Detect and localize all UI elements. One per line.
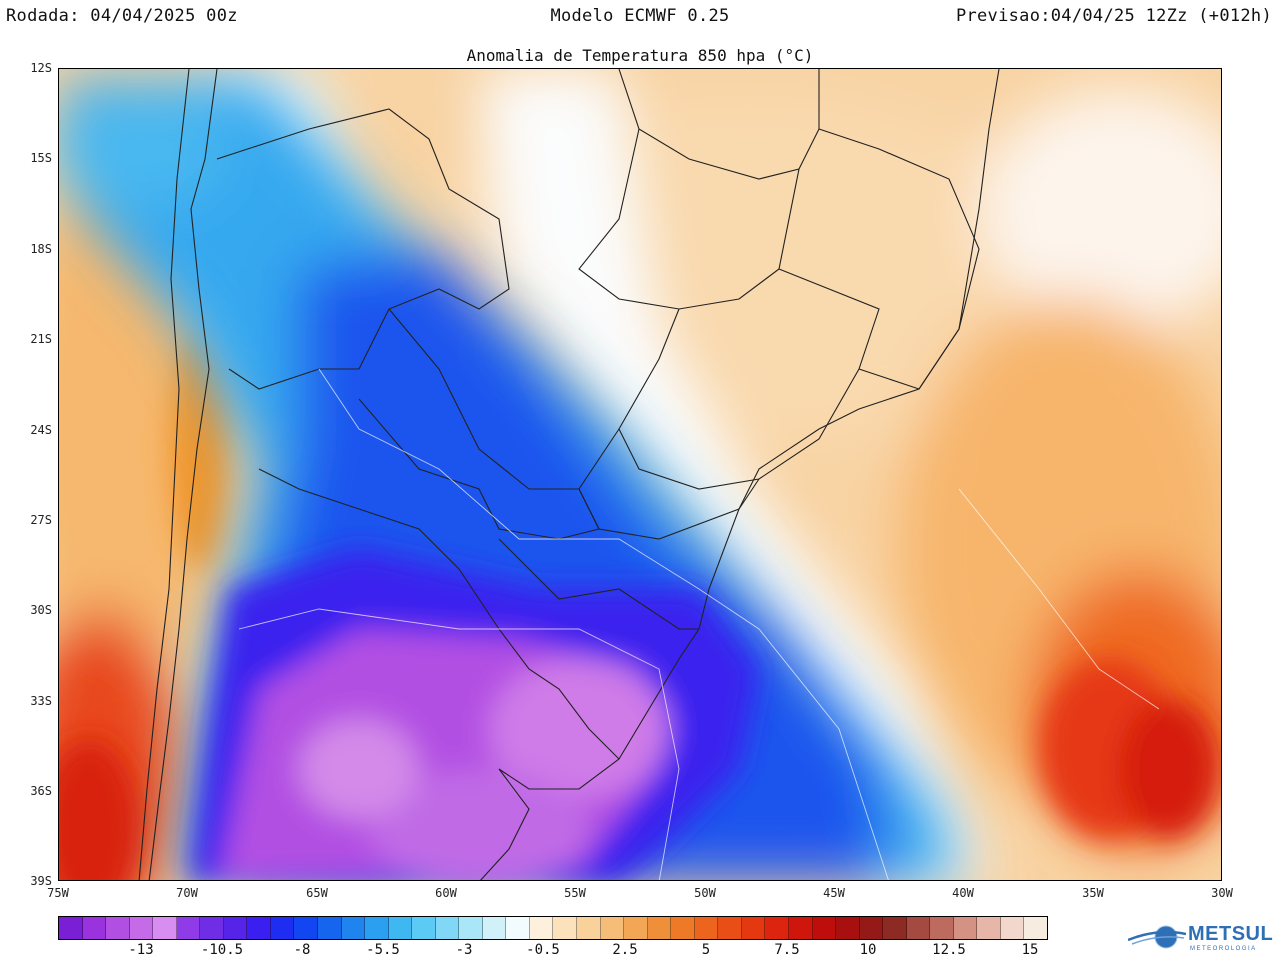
lat-label-36s: 36S xyxy=(30,784,52,798)
lon-label-45w: 45W xyxy=(823,886,845,900)
run-label: Rodada: 04/04/2025 00z xyxy=(6,6,238,26)
lat-label-30s: 30S xyxy=(30,603,52,617)
colorbar-label: -13 xyxy=(128,942,154,958)
colorbar-swatch xyxy=(270,917,295,939)
colorbar-swatch xyxy=(788,917,813,939)
anomaly-field xyxy=(59,69,1221,880)
lat-label-24s: 24S xyxy=(30,423,52,437)
colorbar-swatch xyxy=(223,917,248,939)
lat-label-27s: 27S xyxy=(30,513,52,527)
colorbar-swatch xyxy=(624,917,648,939)
colorbar-swatch xyxy=(459,917,483,939)
lat-label-21s: 21S xyxy=(30,332,52,346)
colorbar-swatch xyxy=(129,917,154,939)
temperature-anomaly-map xyxy=(58,68,1222,881)
political-boundaries xyxy=(138,69,1000,880)
colorbar-label: 10 xyxy=(859,942,877,958)
colorbar-swatch xyxy=(577,917,601,939)
colorbar-swatch xyxy=(529,917,554,939)
lon-label-60w: 60W xyxy=(435,886,457,900)
colorbar-label: -8 xyxy=(293,942,311,958)
colorbar-swatch xyxy=(741,917,766,939)
anomaly-contours xyxy=(238,368,1160,880)
colorbar-swatch xyxy=(600,917,625,939)
colorbar-swatch xyxy=(1024,917,1047,939)
colorbar-swatch xyxy=(82,917,107,939)
colorbar-swatch xyxy=(365,917,389,939)
colorbar-swatch xyxy=(930,917,954,939)
cold-anomaly-core xyxy=(189,549,759,880)
colorbar-swatch xyxy=(294,917,319,939)
warm-anomaly-cores xyxy=(59,329,1219,880)
colorbar-swatch xyxy=(106,917,130,939)
colorbar-swatch xyxy=(765,917,789,939)
colorbar-swatch xyxy=(341,917,366,939)
colorbar-swatch xyxy=(153,917,177,939)
colorbar-swatch xyxy=(553,917,578,939)
colorbar-label: -0.5 xyxy=(526,942,560,958)
colorbar-swatch xyxy=(388,917,413,939)
lat-label-33s: 33S xyxy=(30,694,52,708)
colorbar-swatch xyxy=(435,917,460,939)
colorbar-label: 15 xyxy=(1021,942,1039,958)
lon-label-40w: 40W xyxy=(952,886,974,900)
logo-text: METSUL xyxy=(1188,923,1274,945)
colorbar-label: -3 xyxy=(455,942,473,958)
colorbar-swatch xyxy=(200,917,224,939)
lon-label-65w: 65W xyxy=(306,886,328,900)
colorbar-label: 12.5 xyxy=(932,942,966,958)
colorbar-swatch xyxy=(176,917,201,939)
colorbar-label: 2.5 xyxy=(612,942,638,958)
lat-label-39s: 39S xyxy=(30,874,52,888)
lon-label-50w: 50W xyxy=(694,886,716,900)
metsul-logo: METSUL METEOROLOGIA xyxy=(1128,920,1278,956)
colorbar-swatch xyxy=(506,917,530,939)
colorbar xyxy=(58,916,1048,940)
colorbar-swatch xyxy=(953,917,978,939)
lon-label-70w: 70W xyxy=(176,886,198,900)
colorbar-swatch xyxy=(1000,917,1025,939)
globe-icon xyxy=(1128,925,1186,949)
colorbar-swatch xyxy=(906,917,931,939)
colorbar-swatch xyxy=(647,917,672,939)
colorbar-swatch xyxy=(671,917,695,939)
lon-label-75w: 75W xyxy=(47,886,69,900)
logo-subtitle: METEOROLOGIA xyxy=(1190,946,1257,952)
colorbar-swatch xyxy=(718,917,742,939)
lon-label-30w: 30W xyxy=(1211,886,1233,900)
lat-label-12s: 12S xyxy=(30,61,52,75)
lon-label-55w: 55W xyxy=(564,886,586,900)
colorbar-swatch xyxy=(977,917,1001,939)
colorbar-swatch xyxy=(859,917,884,939)
colorbar-swatch xyxy=(412,917,436,939)
model-label: Modelo ECMWF 0.25 xyxy=(550,6,730,26)
colorbar-swatch xyxy=(883,917,907,939)
colorbar-label: 7.5 xyxy=(774,942,800,958)
colorbar-swatch xyxy=(836,917,860,939)
colorbar-swatch xyxy=(318,917,342,939)
colorbar-swatch xyxy=(482,917,507,939)
colorbar-label: -5.5 xyxy=(366,942,400,958)
colorbar-swatch xyxy=(59,917,83,939)
lat-label-15s: 15S xyxy=(30,151,52,165)
colorbar-label: 5 xyxy=(701,942,711,958)
map-title: Anomalia de Temperatura 850 hpa (°C) xyxy=(466,46,814,65)
colorbar-swatch xyxy=(812,917,837,939)
colorbar-swatch xyxy=(247,917,271,939)
colorbar-label: -10.5 xyxy=(200,942,244,958)
colorbar-swatch xyxy=(694,917,719,939)
lat-label-18s: 18S xyxy=(30,242,52,256)
lon-label-35w: 35W xyxy=(1082,886,1104,900)
forecast-label: Previsao:04/04/25 12Zz (+012h) xyxy=(955,6,1272,26)
